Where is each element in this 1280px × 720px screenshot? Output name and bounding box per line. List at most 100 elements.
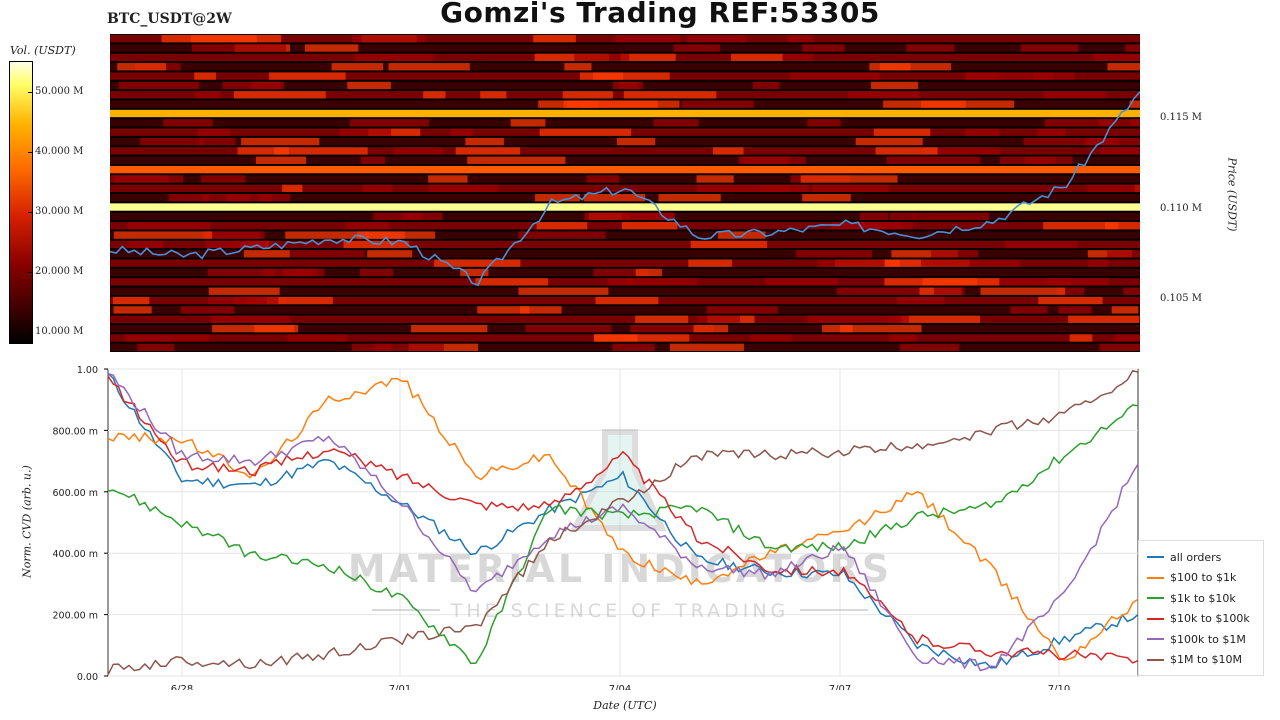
heatmap-cell bbox=[1088, 259, 1109, 267]
heatmap-cell bbox=[1043, 222, 1119, 230]
heatmap-cell bbox=[480, 91, 507, 99]
x-tick-label: 7/01 bbox=[389, 684, 411, 690]
heatmap-cell bbox=[198, 137, 236, 146]
heatmap-cell bbox=[899, 343, 960, 351]
legend-swatch bbox=[1147, 658, 1164, 661]
heatmap-cell bbox=[889, 212, 916, 221]
heatmap-cell bbox=[292, 268, 318, 277]
heatmap-cell bbox=[255, 156, 306, 164]
heatmap-cell bbox=[593, 72, 624, 80]
heatmap-cell bbox=[1043, 91, 1106, 99]
y-tick-label: 1.00 bbox=[77, 365, 98, 376]
heatmap-cell bbox=[1033, 72, 1075, 80]
heatmap-cell bbox=[128, 240, 164, 249]
x-tick-label: 7/07 bbox=[829, 684, 851, 690]
heatmap-cell bbox=[859, 212, 889, 221]
heatmap-cell bbox=[980, 287, 1066, 295]
heatmap-cell bbox=[567, 100, 658, 108]
heatmap-cell bbox=[883, 100, 966, 108]
legend-label: $100 to $1k bbox=[1170, 571, 1237, 584]
heatmap-cell bbox=[896, 315, 981, 323]
heatmap-cell bbox=[933, 287, 965, 295]
price-axis-label: Price (USDT) bbox=[1225, 157, 1239, 232]
heatmap-cell bbox=[347, 81, 391, 90]
x-axis-label: Date (UTC) bbox=[593, 699, 657, 712]
heatmap-cell bbox=[620, 53, 676, 62]
heatmap-cell bbox=[1098, 119, 1140, 127]
heatmap-cell bbox=[802, 194, 851, 202]
heatmap-cell bbox=[237, 296, 267, 305]
heatmap-cell bbox=[113, 175, 184, 183]
heatmap-cell bbox=[717, 231, 766, 239]
legend-label: $10k to $100k bbox=[1170, 612, 1250, 625]
heatmap-cell bbox=[1087, 184, 1140, 192]
heatmap-cell bbox=[688, 259, 732, 267]
heatmap-level-band bbox=[110, 287, 1140, 295]
heatmap-cell bbox=[161, 35, 257, 43]
heatmap-cell bbox=[1068, 315, 1140, 323]
heatmap-cell bbox=[836, 287, 936, 295]
heatmap-cell bbox=[1100, 147, 1140, 155]
heatmap-cell bbox=[1107, 63, 1140, 71]
series-line bbox=[107, 375, 1139, 664]
heatmap-cell bbox=[163, 119, 213, 127]
heatmap-cell bbox=[593, 334, 690, 342]
heatmap-cell bbox=[274, 147, 368, 155]
volume-colorbar bbox=[9, 61, 33, 344]
heatmap-cell bbox=[696, 175, 734, 183]
heatmap-cell bbox=[1138, 240, 1140, 249]
heatmap-cell bbox=[595, 296, 659, 305]
heatmap-level-band bbox=[110, 147, 1140, 155]
heatmap-cell bbox=[518, 287, 609, 295]
heatmap-cell bbox=[875, 147, 938, 155]
x-tick-label: 6/28 bbox=[171, 684, 193, 690]
chart-legend: all orders $100 to $1k $1k to $10k $10k to … bbox=[1138, 540, 1264, 676]
heatmap-cell bbox=[351, 343, 392, 351]
heatmap-cell bbox=[873, 128, 931, 136]
colorbar-tick: 10.000 M bbox=[27, 326, 83, 337]
heatmap-cell bbox=[583, 194, 646, 202]
heatmap-cell bbox=[460, 268, 489, 277]
heatmap-cell bbox=[450, 128, 473, 136]
heatmap-cell bbox=[800, 175, 898, 183]
heatmap-cell bbox=[353, 53, 434, 62]
heatmap-cell bbox=[1069, 334, 1093, 342]
heatmap-cell bbox=[1111, 306, 1139, 314]
heatmap-cell bbox=[237, 147, 289, 155]
cvd-line-chart: 6/28 7/01 7/04 7/07 7/10 1.00 800.00 m 600.00 m… bbox=[52, 365, 1139, 690]
heatmap-cell bbox=[368, 128, 421, 136]
heatmap-cell bbox=[200, 175, 246, 183]
heatmap-cell bbox=[807, 119, 841, 127]
heatmap-cell bbox=[564, 63, 592, 71]
heatmap-cell bbox=[1047, 278, 1110, 286]
heatmap-cell bbox=[352, 35, 426, 43]
heatmap-cell bbox=[751, 334, 792, 342]
heatmap-cell bbox=[693, 324, 729, 333]
heatmap-cell bbox=[388, 63, 470, 71]
legend-item: $100 to $1k bbox=[1147, 570, 1236, 586]
heatmap-cell bbox=[681, 100, 754, 108]
heatmap-cell bbox=[539, 128, 632, 136]
heatmap-cell bbox=[243, 250, 290, 258]
y-tick-label: 0.00 bbox=[77, 672, 98, 683]
price-tick: 0.105 M bbox=[1160, 293, 1203, 304]
heatmap-cell bbox=[696, 315, 740, 323]
heatmap-cell bbox=[1044, 119, 1113, 127]
symbol-label: BTC_USDT@2W bbox=[107, 11, 232, 27]
y-tick-label: 600.00 m bbox=[52, 488, 98, 499]
legend-item: $100k to $1M bbox=[1147, 631, 1246, 647]
heatmap-cell bbox=[930, 250, 979, 258]
heatmap-cell bbox=[205, 240, 265, 249]
heatmap-cell bbox=[534, 194, 580, 202]
heatmap-cell bbox=[887, 315, 910, 323]
heatmap-cell bbox=[697, 184, 791, 192]
heatmap-cell bbox=[475, 278, 549, 286]
heatmap-cell bbox=[349, 119, 430, 127]
heatmap-cell bbox=[1129, 100, 1140, 108]
heatmap-cell bbox=[510, 119, 546, 127]
heatmap-cell bbox=[1058, 306, 1092, 314]
heatmap-cell bbox=[630, 324, 715, 333]
heatmap-cell bbox=[896, 296, 945, 305]
heatmap-cell bbox=[1020, 44, 1079, 52]
heatmap-cell bbox=[653, 119, 699, 127]
